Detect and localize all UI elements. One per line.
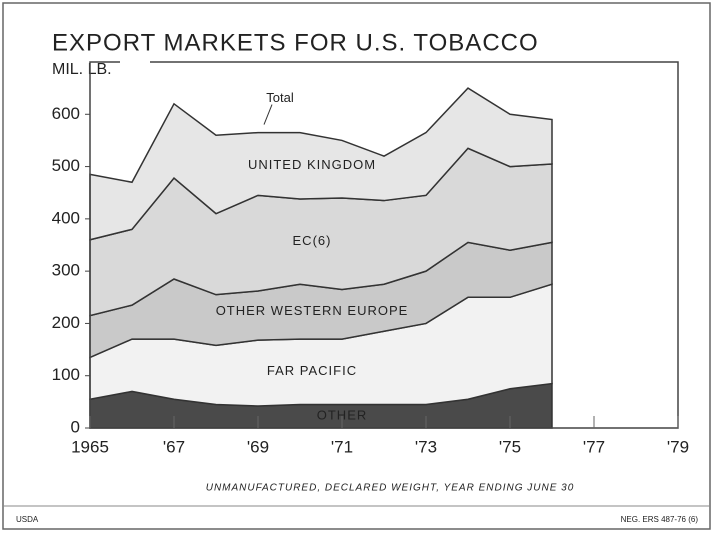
x-tick-label: 1965 (71, 437, 109, 456)
source: USDA (16, 515, 39, 524)
area (89, 87, 553, 241)
y-axis-label: MIL. LB. (52, 61, 112, 78)
x-tick-label: '69 (247, 437, 269, 456)
series-label: FAR PACIFIC (267, 363, 357, 378)
x-tick-label: '71 (331, 437, 353, 456)
x-tick-label: '67 (163, 437, 185, 456)
annotation: Total (266, 90, 294, 105)
y-tick-label: 600 (52, 104, 80, 123)
x-tick-label: '73 (415, 437, 437, 456)
y-tick-label: 400 (52, 208, 80, 227)
series-label: OTHER WESTERN EUROPE (216, 303, 409, 318)
series-label: UNITED KINGDOM (248, 157, 376, 172)
chart-title: EXPORT MARKETS FOR U.S. TOBACCO (52, 29, 539, 56)
x-tick-label: '79 (667, 437, 689, 456)
y-tick-label: 500 (52, 156, 80, 175)
plot-frame (89, 61, 679, 429)
annotation-leader (263, 104, 273, 125)
x-tick-label: '77 (583, 437, 605, 456)
credit: NEG. ERS 487-76 (6) (621, 515, 699, 524)
y-tick-label: 200 (52, 313, 80, 332)
footnote: UNMANUFACTURED, DECLARED WEIGHT, YEAR EN… (206, 483, 575, 494)
series-label: OTHER (317, 408, 368, 423)
y-tick-label: 0 (71, 417, 80, 436)
y-tick-label: 100 (52, 365, 80, 384)
series-label: EC(6) (293, 233, 332, 248)
x-tick-label: '75 (499, 437, 521, 456)
y-tick-label: 300 (52, 261, 80, 280)
